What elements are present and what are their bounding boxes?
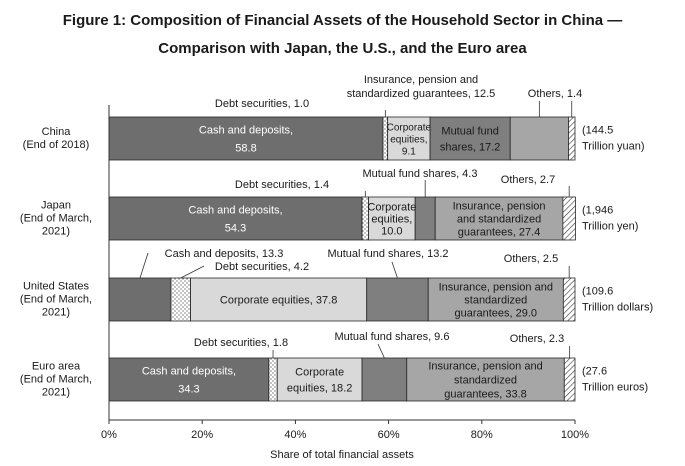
label-japan-insurance-line3: guarantees, 27.4: [458, 227, 541, 239]
label-euro-insurance-line2: standardized: [454, 375, 517, 387]
label-euro-cash-line1: Cash and deposits,: [142, 366, 236, 378]
label-euro-fund: Mutual fund shares, 9.6: [335, 331, 450, 343]
label-us-insurance-line1: Insurance, pension and: [439, 282, 553, 294]
category-label-2-line2: (End of March,: [20, 213, 92, 225]
total-unit-2: Trillion yen): [582, 221, 638, 233]
label-japan-equity-line1: Corporate: [367, 202, 416, 214]
label-japan-fund: Mutual fund shares, 4.3: [363, 168, 478, 180]
bar-cash-1: [108, 116, 384, 161]
category-label-3-line3: 2021): [42, 307, 70, 319]
label-japan-insurance-line2: and standardized: [457, 214, 541, 226]
bar-debt-4: [268, 357, 278, 402]
bar-fund-2: [414, 196, 436, 241]
label-china-insurance-line2: standardized guarantees, 12.5: [347, 88, 496, 100]
category-label-4-line2: (End of March,: [20, 374, 92, 386]
label-china-fund-line1: Mutual fund: [441, 126, 498, 138]
chart-title-line2: Comparison with Japan, the U.S., and the…: [158, 40, 527, 57]
label-japan-equity-line3: 10.0: [381, 226, 402, 238]
bar-cash-2: [108, 196, 363, 241]
x-tick-label: 0%: [101, 429, 117, 441]
label-japan-debt: Debt securities, 1.4: [235, 179, 329, 191]
x-tick-label: 100%: [561, 429, 589, 441]
label-china-others: Others, 1.4: [528, 88, 582, 100]
bar-debt-3: [170, 277, 191, 322]
label-china-equity-line3: 9.1: [402, 147, 416, 158]
bar-fund-1: [429, 116, 511, 161]
label-us-cash: Cash and deposits, 13.3: [165, 248, 284, 260]
total-unit-4: Trillion euros): [582, 382, 648, 394]
label-china-equity-line2: equities,: [390, 135, 427, 146]
category-label-2-line1: Japan: [41, 200, 71, 212]
label-euro-insurance-line3: guarantees, 33.8: [444, 389, 527, 401]
bar-equity-1: [387, 116, 431, 161]
label-japan-insurance-line1: Insurance, pension: [453, 201, 546, 213]
total-unit-3: Trillion dollars): [582, 302, 653, 314]
category-label-4-line1: Euro area: [32, 361, 81, 373]
bar-fund-4: [361, 357, 408, 402]
total-value-4: (27.6: [582, 366, 607, 378]
label-china-insurance-line1: Insurance, pension and: [364, 74, 478, 86]
x-tick-label: 60%: [378, 429, 400, 441]
x-tick-label: 40%: [284, 429, 306, 441]
leader-us-fund: [391, 261, 398, 279]
chart-title-line1: Figure 1: Composition of Financial Asset…: [62, 12, 623, 29]
category-label-3-line2: (End of March,: [20, 294, 92, 306]
label-japan-cash-line1: Cash and deposits,: [188, 205, 282, 217]
label-japan-others: Others, 2.7: [501, 174, 555, 186]
bar-cash-4: [108, 357, 270, 402]
label-euro-insurance-line1: Insurance, pension and: [428, 361, 542, 373]
leader-us-cash: [139, 252, 149, 279]
bar-others-2: [562, 196, 576, 241]
label-euro-debt: Debt securities, 1.8: [194, 337, 288, 349]
leader-euro-fund: [377, 343, 385, 359]
label-china-fund-line2: shares, 17.2: [440, 142, 501, 154]
label-japan-equity-line2: equities,: [371, 214, 412, 226]
category-label-1-line1: China: [42, 126, 72, 138]
bar-others-3: [562, 277, 576, 322]
bar-cash-3: [108, 277, 172, 322]
bar-insurance-3: [427, 277, 564, 322]
label-us-equity: Corporate equities, 37.8: [220, 295, 337, 307]
label-us-others: Others, 2.5: [504, 253, 558, 265]
label-china-cash-line2: 58.8: [235, 143, 256, 155]
label-us-fund: Mutual fund shares, 13.2: [327, 248, 448, 260]
bar-fund-3: [366, 277, 429, 322]
label-china-cash-line1: Cash and deposits,: [199, 125, 293, 137]
bar-insurance-2: [434, 196, 564, 241]
total-value-1: (144.5: [582, 125, 613, 137]
x-tick-label: 80%: [471, 429, 493, 441]
label-us-debt: Debt securities, 4.2: [215, 261, 309, 273]
label-euro-cash-line2: 34.3: [178, 384, 199, 396]
bar-others-4: [563, 357, 576, 402]
label-euro-equity-line1: Corporate: [295, 367, 344, 379]
label-us-insurance-line3: guarantees, 29.0: [454, 308, 537, 320]
category-label-1-line2: (End of 2018): [23, 139, 90, 151]
bar-equity-3: [190, 277, 368, 322]
label-china-equity-line1: Corporate: [387, 123, 432, 134]
label-us-insurance-line2: standardized: [464, 295, 527, 307]
bar-equity-4: [276, 357, 363, 402]
category-label-3-line1: United States: [23, 281, 90, 293]
x-axis-title: Share of total financial assets: [270, 449, 414, 461]
total-value-3: (109.6: [582, 286, 613, 298]
x-tick-label: 20%: [191, 429, 213, 441]
bar-insurance-1: [509, 116, 569, 161]
bar-others-1: [568, 116, 576, 161]
label-china-debt: Debt securities, 1.0: [215, 98, 309, 110]
total-value-2: (1,946: [582, 205, 613, 217]
label-euro-equity-line2: equities, 18.2: [287, 383, 352, 395]
label-japan-cash-line2: 54.3: [225, 223, 246, 235]
leader-us-debt: [180, 265, 205, 279]
label-euro-others: Others, 2.3: [510, 333, 564, 345]
category-label-2-line3: 2021): [42, 226, 70, 238]
category-label-4-line3: 2021): [42, 387, 70, 399]
total-unit-1: Trillion yuan): [582, 141, 645, 153]
